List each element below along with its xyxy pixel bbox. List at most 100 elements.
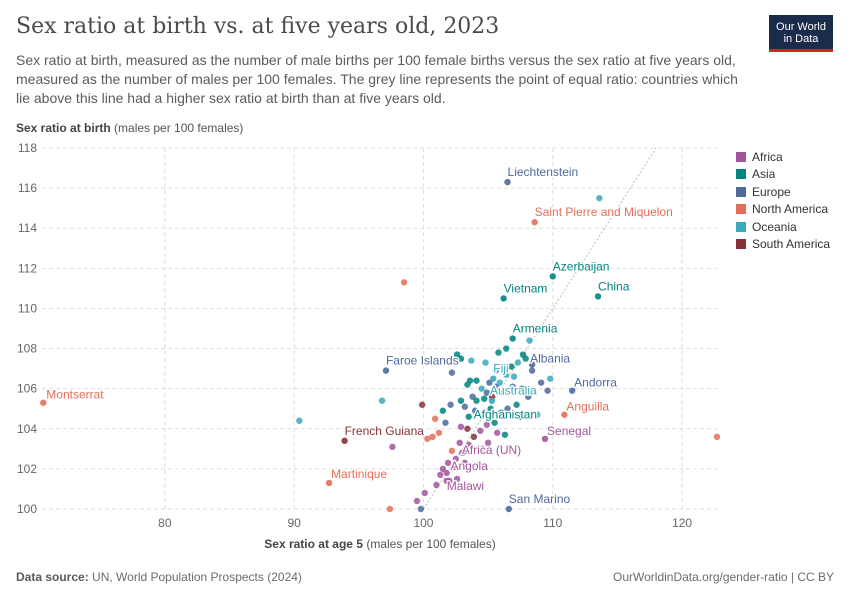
data-point[interactable] — [518, 385, 525, 392]
data-point[interactable] — [448, 369, 456, 376]
data-point[interactable] — [457, 423, 465, 430]
data-point[interactable] — [466, 377, 474, 384]
data-point[interactable] — [492, 383, 500, 390]
data-point[interactable] — [444, 459, 452, 467]
data-point[interactable] — [439, 465, 447, 473]
data-point[interactable] — [596, 194, 603, 202]
data-point[interactable] — [493, 429, 501, 436]
data-point[interactable] — [503, 371, 510, 378]
data-point[interactable] — [469, 393, 476, 400]
data-point[interactable] — [439, 407, 447, 414]
data-point[interactable] — [442, 419, 449, 426]
data-point[interactable] — [413, 497, 421, 505]
data-point[interactable] — [526, 337, 533, 344]
data-point[interactable] — [491, 419, 498, 426]
data-point[interactable] — [546, 375, 554, 382]
data-point[interactable] — [453, 351, 461, 358]
legend-item[interactable]: Europe — [736, 183, 830, 201]
data-point[interactable] — [421, 489, 428, 497]
data-point[interactable] — [483, 421, 491, 428]
data-point[interactable] — [471, 407, 479, 414]
data-point[interactable] — [429, 433, 436, 440]
data-point[interactable] — [561, 411, 568, 418]
data-point[interactable] — [504, 178, 511, 186]
data-point[interactable] — [568, 387, 576, 394]
data-point[interactable] — [541, 435, 549, 443]
data-point[interactable] — [456, 439, 463, 447]
data-point[interactable] — [500, 389, 507, 396]
data-point[interactable] — [457, 397, 465, 404]
data-point[interactable] — [386, 505, 394, 513]
data-point[interactable] — [531, 219, 538, 226]
data-point[interactable] — [496, 379, 503, 386]
data-point[interactable] — [505, 505, 513, 513]
data-point[interactable] — [519, 351, 527, 358]
data-point[interactable] — [504, 405, 511, 412]
data-point[interactable] — [465, 441, 472, 449]
data-point[interactable] — [497, 409, 505, 416]
data-point[interactable] — [448, 447, 456, 455]
data-point[interactable] — [296, 417, 303, 424]
data-point[interactable] — [513, 401, 520, 408]
data-point[interactable] — [503, 345, 510, 352]
data-point[interactable] — [478, 385, 485, 392]
data-point[interactable] — [473, 377, 480, 384]
data-point[interactable] — [549, 273, 556, 280]
data-point[interactable] — [508, 363, 515, 370]
data-point[interactable] — [517, 413, 524, 420]
data-point[interactable] — [510, 373, 518, 380]
data-point[interactable] — [382, 367, 390, 374]
data-point[interactable] — [461, 459, 469, 467]
data-point[interactable] — [594, 293, 602, 300]
data-point[interactable] — [468, 357, 475, 364]
data-point[interactable] — [475, 461, 483, 469]
data-point[interactable] — [514, 359, 522, 366]
data-point[interactable] — [495, 349, 502, 356]
legend-item[interactable]: Africa — [736, 148, 830, 166]
data-point[interactable] — [400, 279, 408, 286]
legend-item[interactable]: Oceania — [736, 218, 830, 236]
data-point[interactable] — [509, 383, 516, 390]
data-point[interactable] — [483, 389, 491, 396]
data-point[interactable] — [457, 355, 465, 362]
data-point[interactable] — [528, 367, 536, 374]
data-point[interactable] — [509, 335, 516, 342]
data-point[interactable] — [40, 399, 47, 406]
data-point[interactable] — [477, 427, 484, 434]
data-point[interactable] — [484, 439, 492, 447]
footer-url[interactable]: OurWorldinData.org/gender-ratio | CC BY — [613, 570, 834, 584]
data-point[interactable] — [534, 411, 541, 418]
data-point[interactable] — [544, 387, 551, 394]
data-point[interactable] — [500, 295, 507, 302]
data-point[interactable] — [525, 393, 532, 400]
data-point[interactable] — [492, 367, 500, 374]
data-point[interactable] — [437, 471, 444, 479]
data-point[interactable] — [431, 415, 439, 422]
data-point[interactable] — [487, 405, 494, 412]
legend-item[interactable]: Asia — [736, 166, 830, 184]
data-point[interactable] — [713, 433, 721, 440]
data-point[interactable] — [451, 463, 458, 471]
data-point[interactable] — [453, 475, 461, 483]
data-point[interactable] — [341, 437, 348, 445]
owid-logo[interactable]: Our World in Data — [769, 15, 833, 52]
data-point[interactable] — [528, 361, 536, 368]
legend-item[interactable]: South America — [736, 236, 830, 254]
data-point[interactable] — [488, 397, 496, 404]
data-point[interactable] — [435, 429, 443, 436]
data-point[interactable] — [417, 505, 425, 513]
data-point[interactable] — [461, 447, 469, 455]
data-point[interactable] — [473, 397, 480, 404]
data-point[interactable] — [481, 395, 488, 402]
data-point[interactable] — [486, 379, 493, 386]
data-point[interactable] — [482, 359, 489, 366]
legend-item[interactable]: North America — [736, 201, 830, 219]
data-point[interactable] — [470, 433, 478, 440]
data-point[interactable] — [418, 401, 426, 408]
data-point[interactable] — [461, 403, 469, 410]
data-point[interactable] — [447, 401, 454, 408]
data-point[interactable] — [490, 375, 497, 382]
data-point[interactable] — [443, 469, 450, 477]
data-point[interactable] — [389, 443, 396, 451]
data-point[interactable] — [464, 425, 471, 432]
